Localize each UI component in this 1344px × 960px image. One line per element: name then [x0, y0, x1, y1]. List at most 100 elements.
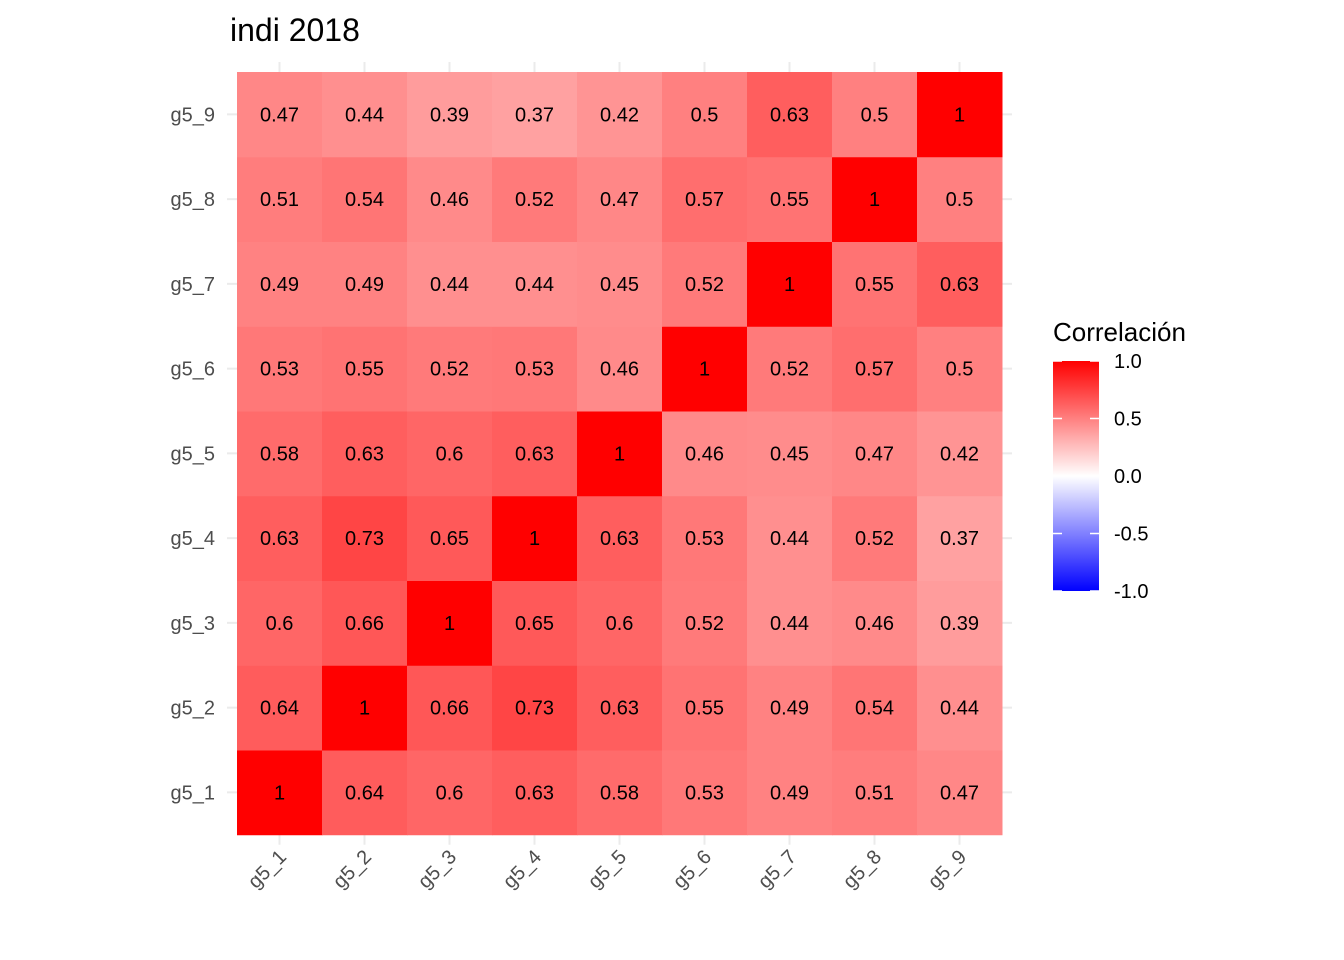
cell-value-label: 1 — [954, 104, 965, 126]
cell-value-label: 0.6 — [266, 613, 294, 635]
cell-value-label: 0.65 — [515, 613, 554, 635]
cell-value-label: 0.5 — [691, 104, 719, 126]
cell-value-label: 0.45 — [600, 274, 639, 296]
cell-value-label: 0.54 — [345, 189, 384, 211]
cell-value-label: 1 — [444, 613, 455, 635]
y-tick-label: g5_4 — [171, 528, 216, 550]
cell-value-label: 0.52 — [855, 528, 894, 550]
cell-value-label: 0.49 — [770, 782, 809, 804]
cell-value-label: 0.63 — [600, 528, 639, 550]
cell-value-label: 0.63 — [940, 274, 979, 296]
cell-value-label: 0.47 — [260, 104, 299, 126]
cell-value-label: 0.46 — [685, 443, 724, 465]
y-tick-label: g5_7 — [171, 274, 216, 296]
cell-value-label: 0.49 — [770, 698, 809, 720]
cell-value-label: 0.44 — [430, 274, 469, 296]
legend-tick-label: 1.0 — [1114, 351, 1142, 373]
cell-value-label: 0.6 — [436, 782, 464, 804]
cell-value-label: 0.57 — [685, 189, 724, 211]
color-legend: Correlación 1.0 0.5 0.0 -0.5 -1.0 — [1053, 317, 1186, 603]
x-tick-label: g5_6 — [669, 846, 716, 893]
cell-value-label: 0.44 — [515, 274, 554, 296]
y-tick-label: g5_5 — [171, 443, 216, 465]
cell-value-label: 0.5 — [946, 359, 974, 381]
cell-value-label: 0.63 — [600, 698, 639, 720]
legend-tick-label: 0.5 — [1114, 409, 1142, 431]
cell-value-label: 0.58 — [260, 443, 299, 465]
cell-value-label: 0.46 — [430, 189, 469, 211]
cell-value-label: 0.66 — [345, 613, 384, 635]
cell-value-label: 0.58 — [600, 782, 639, 804]
cell-value-label: 1 — [359, 698, 370, 720]
cell-value-label: 0.46 — [600, 359, 639, 381]
cell-value-label: 0.63 — [515, 782, 554, 804]
cell-value-label: 0.52 — [685, 613, 724, 635]
y-tick-label: g5_1 — [171, 782, 216, 804]
cell-value-label: 0.52 — [770, 359, 809, 381]
cell-value-label: 1 — [274, 782, 285, 804]
x-tick-label: g5_4 — [499, 846, 546, 893]
cell-value-label: 0.5 — [946, 189, 974, 211]
cell-value-label: 0.53 — [685, 528, 724, 550]
y-tick-label: g5_8 — [171, 189, 216, 211]
cell-value-label: 0.52 — [685, 274, 724, 296]
cell-value-label: 0.55 — [770, 189, 809, 211]
legend-tick-label: -1.0 — [1114, 581, 1148, 603]
cell-value-label: 0.39 — [430, 104, 469, 126]
cell-value-label: 0.6 — [606, 613, 634, 635]
y-tick-label: g5_2 — [171, 698, 216, 720]
x-tick-label: g5_5 — [584, 846, 631, 893]
cell-value-label: 0.51 — [260, 189, 299, 211]
cell-value-label: 0.65 — [430, 528, 469, 550]
cell-value-label: 0.55 — [855, 274, 894, 296]
cell-value-label: 0.5 — [861, 104, 889, 126]
cell-value-label: 0.46 — [855, 613, 894, 635]
chart-title: indi 2018 — [230, 12, 360, 48]
cell-value-label: 0.63 — [260, 528, 299, 550]
cell-value-label: 0.64 — [260, 698, 299, 720]
cell-value-label: 0.53 — [685, 782, 724, 804]
cell-value-label: 0.52 — [430, 359, 469, 381]
cell-value-label: 0.44 — [940, 698, 979, 720]
cell-value-label: 1 — [784, 274, 795, 296]
cell-value-label: 1 — [869, 189, 880, 211]
cell-value-label: 0.73 — [515, 698, 554, 720]
cell-value-label: 0.45 — [770, 443, 809, 465]
cell-value-label: 0.64 — [345, 782, 384, 804]
cell-value-label: 1 — [529, 528, 540, 550]
cell-value-label: 0.39 — [940, 613, 979, 635]
legend-tick-label: 0.0 — [1114, 466, 1142, 488]
legend-title: Correlación — [1053, 317, 1186, 347]
cell-value-label: 0.6 — [436, 443, 464, 465]
x-tick-label: g5_8 — [839, 846, 886, 893]
cell-value-label: 0.53 — [515, 359, 554, 381]
cell-value-label: 0.53 — [260, 359, 299, 381]
cell-value-label: 0.54 — [855, 698, 894, 720]
cell-value-label: 0.42 — [940, 443, 979, 465]
y-tick-label: g5_3 — [171, 613, 216, 635]
cell-value-label: 0.51 — [855, 782, 894, 804]
x-tick-label: g5_2 — [329, 846, 376, 893]
cell-value-label: 0.44 — [770, 613, 809, 635]
cell-value-label: 0.63 — [515, 443, 554, 465]
cell-value-label: 0.37 — [515, 104, 554, 126]
cell-value-label: 0.49 — [345, 274, 384, 296]
x-tick-label: g5_7 — [754, 846, 801, 893]
y-tick-label: g5_6 — [171, 359, 216, 381]
cell-value-label: 0.55 — [685, 698, 724, 720]
x-tick-label: g5_3 — [414, 846, 461, 893]
cell-value-label: 0.47 — [855, 443, 894, 465]
cell-value-label: 0.55 — [345, 359, 384, 381]
x-tick-label: g5_1 — [244, 846, 291, 893]
legend-tick-label: -0.5 — [1114, 524, 1148, 546]
cell-value-label: 0.37 — [940, 528, 979, 550]
cell-value-label: 0.44 — [770, 528, 809, 550]
cell-value-label: 0.42 — [600, 104, 639, 126]
cell-value-label: 0.73 — [345, 528, 384, 550]
cell-value-label: 0.52 — [515, 189, 554, 211]
cell-value-label: 0.47 — [600, 189, 639, 211]
cell-value-label: 0.63 — [770, 104, 809, 126]
cell-value-label: 0.66 — [430, 698, 469, 720]
cell-value-label: 0.47 — [940, 782, 979, 804]
